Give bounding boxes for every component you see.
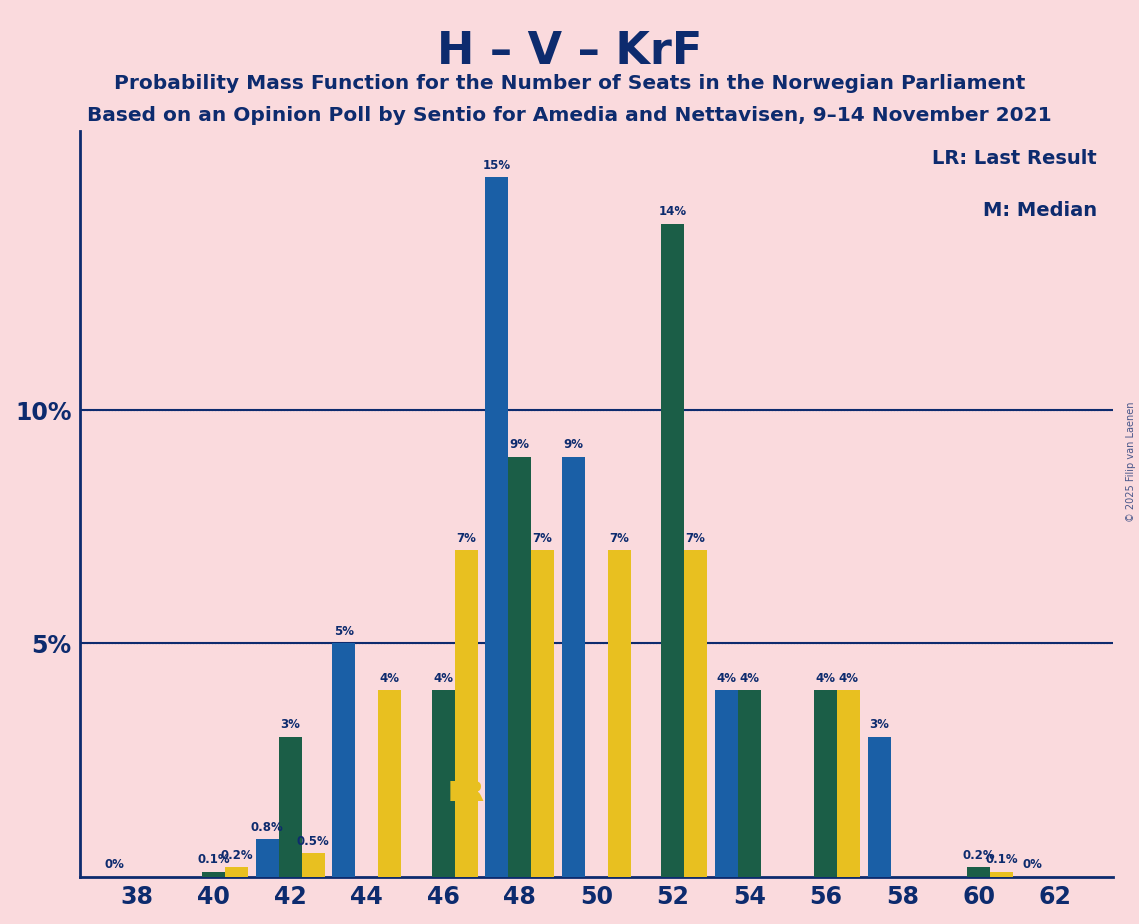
Text: 7%: 7% [457,531,476,544]
Text: 0%: 0% [1023,858,1042,871]
Bar [508,457,531,877]
Text: M: Median: M: Median [983,201,1097,221]
Text: 7%: 7% [609,531,629,544]
Text: 0.2%: 0.2% [220,849,253,862]
Text: 0.1%: 0.1% [985,854,1018,867]
Text: M: M [606,781,632,807]
Bar [990,872,1014,877]
Text: 3%: 3% [869,718,890,731]
Bar [814,690,837,877]
Bar [608,550,631,877]
Text: 0.8%: 0.8% [251,821,284,833]
Text: 5%: 5% [334,625,354,638]
Bar [738,690,761,877]
Bar [868,736,891,877]
Bar [333,643,355,877]
Text: 4%: 4% [433,672,453,685]
Text: H – V – KrF: H – V – KrF [437,30,702,73]
Text: 0.5%: 0.5% [297,834,329,847]
Text: 4%: 4% [739,672,760,685]
Bar [531,550,555,877]
Text: 7%: 7% [686,531,706,544]
Text: 15%: 15% [483,159,510,172]
Bar [432,690,454,877]
Text: LR: LR [448,781,485,807]
Text: 3%: 3% [280,718,301,731]
Text: 4%: 4% [379,672,400,685]
Text: © 2025 Filip van Laenen: © 2025 Filip van Laenen [1126,402,1136,522]
Bar [662,224,685,877]
Text: 4%: 4% [838,672,859,685]
Bar [837,690,860,877]
Bar [967,868,990,877]
Bar [454,550,477,877]
Text: 9%: 9% [510,438,530,451]
Bar [685,550,707,877]
Text: 0.2%: 0.2% [962,849,995,862]
Text: 4%: 4% [816,672,836,685]
Text: Based on an Opinion Poll by Sentio for Amedia and Nettavisen, 9–14 November 2021: Based on an Opinion Poll by Sentio for A… [88,106,1051,126]
Bar [279,736,302,877]
Text: Probability Mass Function for the Number of Seats in the Norwegian Parliament: Probability Mass Function for the Number… [114,74,1025,93]
Text: 14%: 14% [658,205,687,218]
Bar [562,457,584,877]
Bar [226,868,248,877]
Bar [485,177,508,877]
Text: 0%: 0% [105,858,124,871]
Text: 9%: 9% [564,438,583,451]
Text: LR: Last Result: LR: Last Result [933,149,1097,168]
Bar [378,690,401,877]
Bar [302,854,325,877]
Bar [256,839,279,877]
Text: 0.1%: 0.1% [197,854,230,867]
Text: 7%: 7% [533,531,552,544]
Text: 4%: 4% [716,672,736,685]
Bar [203,872,226,877]
Bar [715,690,738,877]
